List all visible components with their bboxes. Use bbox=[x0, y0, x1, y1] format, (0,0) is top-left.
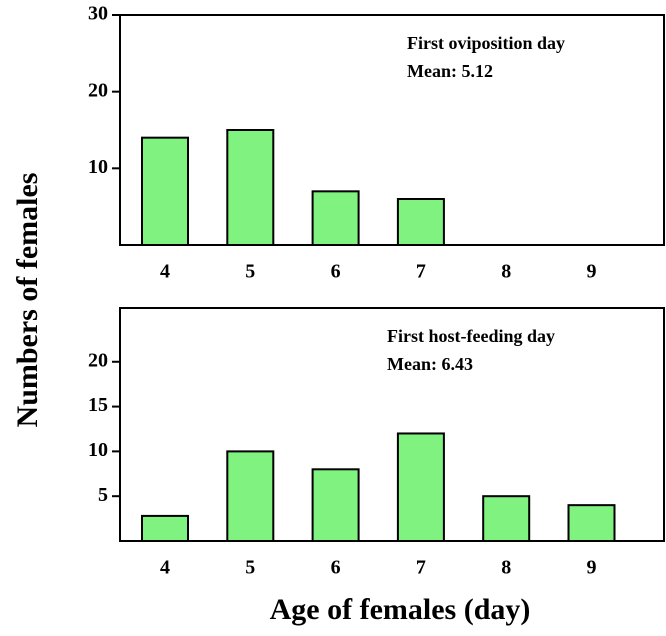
annotation: First host-feeding day bbox=[387, 326, 555, 346]
y-tick-label: 30 bbox=[88, 3, 108, 25]
plot-frame bbox=[119, 307, 665, 542]
x-tick-label: 4 bbox=[160, 261, 170, 283]
bar bbox=[141, 514, 189, 543]
x-tick-label: 7 bbox=[416, 261, 426, 283]
bar bbox=[226, 129, 275, 246]
annotation: Mean: 6.43 bbox=[387, 354, 473, 374]
x-tick-label: 5 bbox=[245, 261, 255, 283]
bar bbox=[396, 432, 445, 543]
bar bbox=[567, 504, 616, 542]
y-tick-label: 15 bbox=[88, 394, 108, 416]
y-tick-label: 5 bbox=[98, 484, 108, 506]
bar bbox=[396, 198, 445, 246]
bar bbox=[311, 190, 360, 246]
x-tick-label: 6 bbox=[331, 261, 341, 283]
bar bbox=[311, 468, 360, 542]
x-tick-label: 7 bbox=[416, 557, 426, 579]
y-tick-label: 20 bbox=[88, 79, 108, 101]
y-tick-label: 20 bbox=[88, 349, 108, 371]
x-tick-label: 9 bbox=[587, 261, 597, 283]
x-tick-label: 8 bbox=[501, 557, 511, 579]
y-tick-label: 10 bbox=[88, 439, 108, 461]
bar bbox=[482, 495, 531, 543]
bar bbox=[226, 450, 275, 542]
bar bbox=[141, 136, 189, 247]
x-tick-label: 4 bbox=[160, 557, 170, 579]
y-axis-label: Numbers of females bbox=[11, 173, 44, 428]
x-axis-label: Age of females (day) bbox=[270, 593, 531, 626]
x-tick-label: 5 bbox=[245, 557, 255, 579]
x-tick-label: 9 bbox=[587, 557, 597, 579]
y-tick-label: 10 bbox=[88, 156, 108, 178]
annotation: First oviposition day bbox=[407, 33, 565, 53]
annotation: Mean: 5.12 bbox=[407, 61, 493, 81]
plot-frame bbox=[119, 14, 665, 246]
x-tick-label: 8 bbox=[501, 261, 511, 283]
x-tick-label: 6 bbox=[331, 557, 341, 579]
